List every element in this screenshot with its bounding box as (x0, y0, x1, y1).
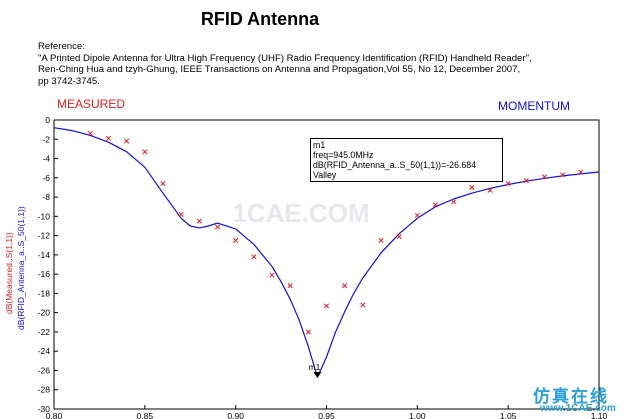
series-line-simulated (53, 127, 600, 378)
data-point-measured (396, 234, 402, 240)
y-tick-label: -22 (38, 327, 51, 337)
data-point-measured (87, 130, 93, 137)
data-point-measured (323, 303, 330, 309)
data-point-measured (560, 172, 566, 178)
marker-m1-label: m1 (309, 362, 321, 372)
data-point-measured (432, 202, 439, 208)
data-point-measured (233, 237, 239, 243)
reference-line: Ren-Ching Hua and tzyh-Ghung, IEEE Trans… (38, 64, 521, 75)
data-point-measured (505, 181, 511, 187)
y-tick-label: -28 (38, 385, 51, 395)
data-point-measured (378, 237, 384, 243)
data-point-measured (142, 149, 148, 155)
y-tick-label: -16 (38, 269, 51, 279)
data-point-measured (523, 178, 529, 184)
y-tick-label: -24 (38, 346, 51, 356)
data-point-measured (214, 224, 221, 230)
x-tick-label: 1.10 (591, 411, 608, 419)
marker-m1-triangle (313, 372, 322, 379)
y-tick-label: -8 (42, 192, 50, 202)
x-tick-label: 0.85 (137, 411, 154, 419)
data-point-measured (360, 302, 366, 308)
data-point-measured (469, 184, 475, 190)
marker-value: dB(RFID_Antenna_a..S_50(1,1))=-26.684 (313, 160, 477, 170)
marker-freq: freq=945.0MHz (313, 150, 374, 160)
marker-type: Valley (313, 170, 337, 180)
x-tick-label: 1.05 (500, 411, 517, 419)
y-tick-label: -6 (42, 173, 50, 183)
marker-readout: m1 freq=945.0MHz dB(RFID_Antenna_a..S_50… (310, 138, 503, 182)
data-point-measured (487, 187, 493, 193)
y-tick-label: -26 (38, 365, 51, 375)
y-tick-label: -30 (38, 404, 51, 414)
x-tick-label: 0.90 (227, 411, 244, 419)
y-tick-label: -2 (42, 134, 50, 144)
data-point-measured (451, 199, 457, 205)
data-point-measured (160, 181, 166, 187)
reference-line: pp 3742-3745. (38, 75, 100, 87)
reference-line: "A Printed Dipole Antenna for Ultra High… (38, 52, 532, 64)
reference-block: Reference: "A Printed Dipole Antenna for… (38, 41, 638, 87)
data-point-measured (578, 169, 584, 175)
marker-name: m1 (313, 140, 326, 150)
data-point-measured (251, 254, 257, 260)
data-point-measured (342, 283, 348, 289)
y-tick-label: -12 (38, 231, 51, 241)
chart-title: RFID Antenna (200, 9, 320, 29)
x-tick-label: 0.80 (46, 411, 63, 419)
data-point-measured (124, 138, 130, 144)
y-tick-label: -14 (38, 250, 51, 260)
reference-line: Reference: (38, 41, 85, 52)
y-tick-label: -10 (38, 211, 51, 221)
data-point-measured (541, 174, 548, 180)
data-point-measured (414, 212, 420, 218)
data-point-measured (178, 211, 184, 217)
y-tick-label: -20 (38, 308, 51, 318)
x-tick-label: 1.00 (409, 411, 426, 419)
y-tick-label: 0 (45, 115, 50, 125)
data-point-measured (287, 283, 293, 289)
watermark-url: www.1CAE.com (540, 403, 616, 414)
data-point-measured (269, 272, 275, 278)
watermark-cn: 仿真在线 (533, 387, 609, 407)
watermark-center: 1CAE.COM (232, 198, 369, 228)
y-tick-label: -18 (38, 288, 51, 298)
data-point-measured (196, 218, 202, 224)
momentum-label: MOMENTUM (498, 99, 570, 113)
data-point-measured (105, 135, 112, 141)
measured-label: MEASURED (57, 97, 126, 111)
x-tick-label: 0.95 (318, 411, 335, 419)
data-point-measured (305, 329, 311, 335)
y-tick-label: -4 (42, 154, 50, 164)
